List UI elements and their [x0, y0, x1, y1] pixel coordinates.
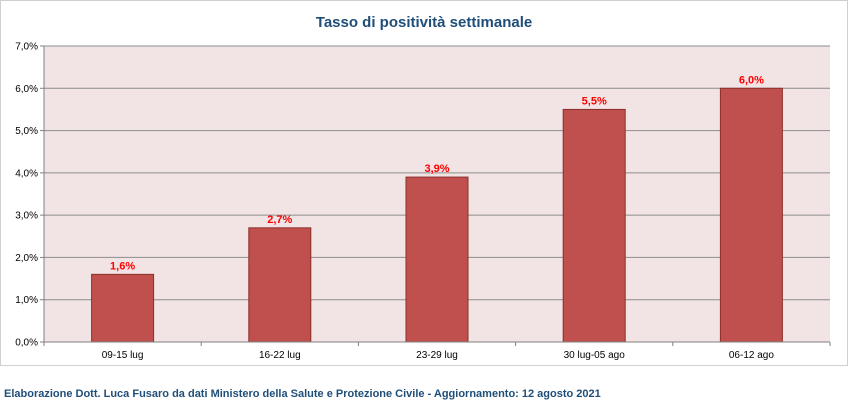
y-tick-label: 1,0% [15, 295, 38, 306]
data-label: 5,5% [582, 95, 607, 107]
y-tick-label: 6,0% [15, 84, 38, 95]
x-tick-label: 23-29 lug [416, 350, 458, 361]
y-tick-label: 0,0% [15, 338, 38, 349]
data-label: 3,9% [424, 163, 449, 175]
y-tick-label: 5,0% [15, 126, 38, 137]
x-tick-label: 30 lug-05 ago [564, 350, 626, 361]
x-axis-ticks: 09-15 lug 16-22 lug 23-29 lug 30 lug-05 ago… [43, 342, 831, 361]
axes [43, 46, 830, 343]
bar [562, 108, 626, 343]
data-labels: 1,6% 2,7% 3,9% 5,5% 6,0% [110, 74, 764, 272]
y-tick-label: 7,0% [15, 42, 38, 53]
data-label: 2,7% [267, 214, 292, 226]
bar [248, 227, 312, 343]
x-tick-label: 16-22 lug [259, 350, 301, 361]
x-tick-label: 09-15 lug [102, 350, 144, 361]
y-axis-ticks: 0,0% 1,0% 2,0% 3,0% 4,0% 5,0% 6,0% 7,0% [15, 42, 44, 349]
y-tick-label: 2,0% [15, 253, 38, 264]
y-tick-label: 3,0% [15, 211, 38, 222]
chart-title: Tasso di positività settimanale [316, 14, 532, 31]
bar [405, 176, 469, 343]
data-label: 1,6% [110, 260, 135, 272]
footer-credit: Elaborazione Dott. Luca Fusaro da dati M… [4, 388, 601, 400]
y-tick-label: 4,0% [15, 168, 38, 179]
bar [719, 87, 783, 343]
bar [91, 273, 155, 343]
x-tick-label: 06-12 ago [729, 350, 774, 361]
bar-chart: Tasso di positività settimanale 0,0% 1,0%… [15, 14, 831, 361]
bars [91, 87, 783, 343]
data-label: 6,0% [739, 74, 764, 86]
